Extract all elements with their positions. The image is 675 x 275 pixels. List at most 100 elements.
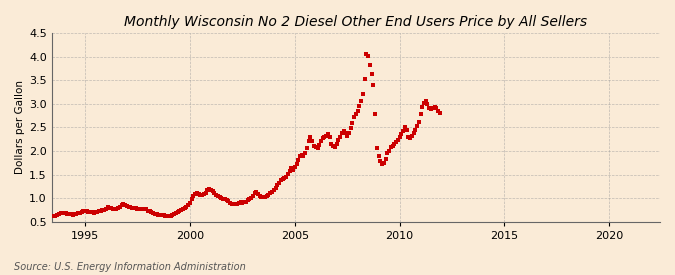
Point: [433, 109, 443, 113]
Point: [249, 191, 260, 196]
Point: [324, 134, 335, 139]
Point: [298, 153, 309, 158]
Point: [228, 202, 239, 207]
Point: [47, 214, 57, 218]
Point: [74, 210, 85, 215]
Point: [344, 131, 354, 135]
Point: [370, 112, 381, 116]
Point: [354, 104, 365, 108]
Point: [235, 200, 246, 205]
Point: [216, 196, 227, 200]
Point: [335, 134, 346, 139]
Point: [380, 157, 391, 161]
Point: [53, 212, 64, 216]
Point: [239, 200, 250, 205]
Point: [321, 134, 331, 138]
Point: [246, 196, 256, 200]
Point: [116, 203, 127, 207]
Point: [68, 212, 78, 217]
Point: [200, 191, 211, 195]
Point: [106, 206, 117, 211]
Point: [282, 172, 293, 177]
Point: [50, 213, 61, 218]
Point: [234, 201, 244, 205]
Point: [39, 211, 50, 216]
Point: [338, 129, 349, 133]
Point: [331, 142, 342, 146]
Point: [207, 189, 218, 193]
Point: [86, 210, 97, 214]
Point: [94, 209, 105, 213]
Point: [392, 138, 403, 143]
Point: [429, 105, 440, 110]
Point: [137, 207, 148, 211]
Point: [71, 211, 82, 216]
Point: [413, 119, 424, 124]
Point: [418, 100, 429, 105]
Point: [195, 192, 206, 197]
Point: [258, 195, 269, 199]
Point: [97, 208, 108, 212]
Point: [291, 162, 302, 166]
Point: [55, 211, 66, 216]
Point: [101, 207, 111, 211]
Text: Source: U.S. Energy Information Administration: Source: U.S. Energy Information Administ…: [14, 262, 245, 272]
Point: [196, 193, 207, 197]
Point: [136, 207, 146, 211]
Point: [347, 120, 358, 125]
Point: [356, 99, 367, 103]
Point: [272, 183, 283, 187]
Point: [160, 213, 171, 218]
Point: [65, 212, 76, 217]
Point: [385, 145, 396, 149]
Point: [326, 142, 337, 146]
Point: [83, 210, 94, 214]
Point: [424, 106, 435, 111]
Point: [163, 214, 174, 218]
Point: [134, 207, 144, 211]
Point: [144, 209, 155, 214]
Point: [361, 52, 372, 56]
Point: [269, 187, 279, 192]
Point: [288, 167, 298, 172]
Point: [315, 139, 326, 144]
Point: [328, 144, 339, 148]
Point: [279, 176, 290, 180]
Point: [314, 143, 325, 147]
Point: [38, 213, 49, 217]
Point: [312, 146, 323, 151]
Point: [421, 99, 431, 103]
Point: [303, 139, 314, 144]
Point: [426, 107, 437, 111]
Point: [396, 132, 407, 136]
Point: [336, 131, 347, 135]
Point: [52, 213, 63, 217]
Point: [219, 197, 230, 201]
Point: [367, 72, 377, 77]
Point: [364, 63, 375, 67]
Point: [64, 212, 75, 216]
Point: [362, 54, 373, 59]
Point: [391, 140, 402, 145]
Point: [373, 154, 384, 159]
Point: [198, 192, 209, 196]
Point: [415, 112, 426, 116]
Point: [139, 207, 150, 211]
Point: [435, 111, 446, 115]
Point: [371, 146, 382, 151]
Point: [178, 207, 188, 211]
Point: [157, 213, 167, 218]
Point: [270, 185, 281, 190]
Point: [179, 206, 190, 210]
Point: [389, 142, 400, 146]
Point: [209, 191, 219, 196]
Point: [188, 194, 198, 198]
Point: [294, 154, 305, 159]
Point: [221, 198, 232, 202]
Point: [127, 206, 138, 210]
Point: [277, 177, 288, 181]
Point: [190, 192, 200, 196]
Point: [132, 206, 143, 211]
Point: [57, 211, 68, 215]
Point: [167, 213, 178, 218]
